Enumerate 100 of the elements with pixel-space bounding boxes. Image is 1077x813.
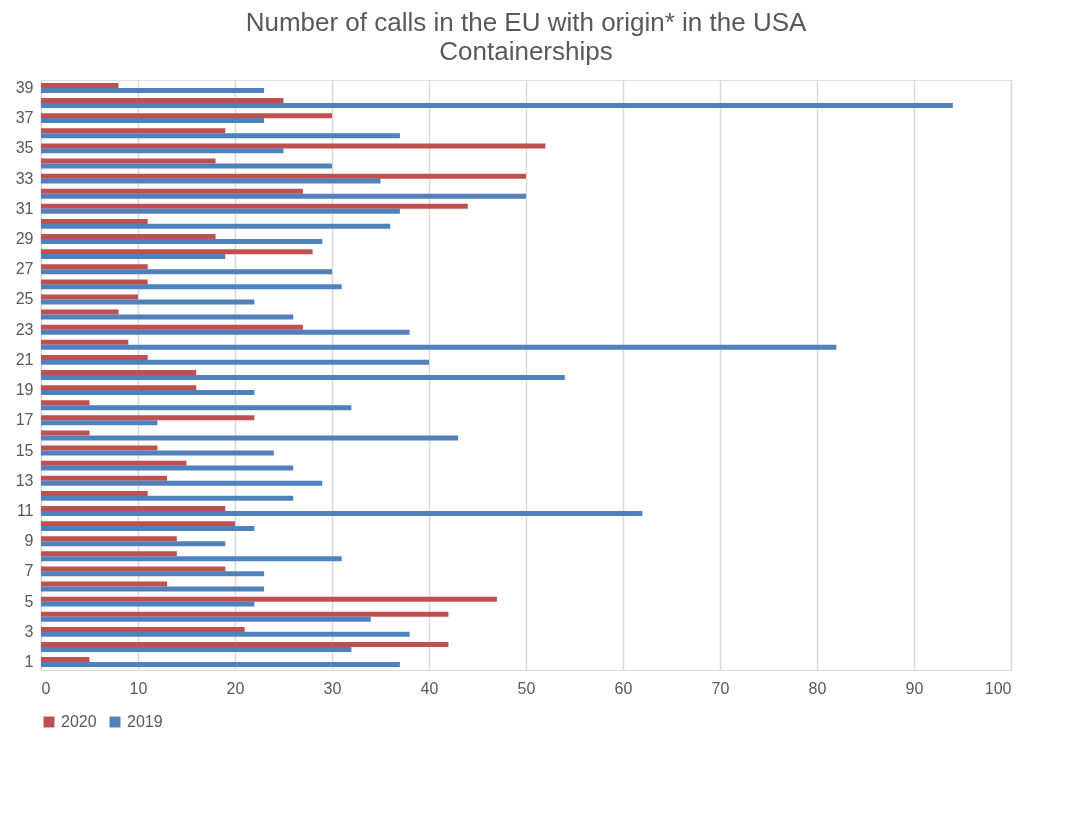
bar (41, 420, 158, 426)
bar (41, 324, 303, 330)
bar (41, 128, 226, 134)
bar (41, 405, 352, 411)
bar (41, 657, 90, 663)
bar (41, 662, 400, 668)
y-tick-label: 23 (15, 320, 34, 338)
bar (41, 299, 255, 305)
bar (41, 339, 129, 345)
bar (41, 148, 284, 154)
x-tick-label: 40 (420, 679, 439, 697)
bar (41, 264, 148, 270)
y-tick-label: 5 (24, 592, 34, 610)
y-tick-label: 3 (24, 622, 34, 640)
bar (41, 249, 313, 255)
bar (41, 571, 265, 577)
bar (41, 143, 546, 149)
bar (41, 269, 332, 275)
y-tick-label: 1 (24, 653, 34, 671)
y-tick-label: 13 (15, 471, 34, 489)
bar (41, 541, 226, 547)
bar (41, 480, 323, 486)
bar (41, 626, 245, 632)
bar (41, 475, 168, 481)
bar (41, 465, 294, 471)
y-tick-label: 7 (24, 562, 34, 580)
y-tick-label: 37 (15, 109, 34, 127)
x-tick-label: 70 (711, 679, 730, 697)
bar (41, 536, 177, 542)
x-tick-label: 10 (129, 679, 148, 697)
y-tick-label: 21 (15, 350, 34, 368)
y-tick-label: 11 (16, 501, 34, 519)
bar (41, 113, 332, 119)
bar (41, 118, 265, 124)
y-tick-label: 19 (15, 381, 34, 399)
bar (41, 284, 342, 290)
bar (41, 460, 187, 466)
y-tick-label: 39 (15, 78, 34, 96)
y-tick-label: 27 (15, 260, 34, 278)
bar (41, 596, 497, 602)
bar (41, 586, 265, 592)
bar (41, 203, 468, 209)
bar (41, 450, 274, 456)
x-tick-label: 50 (517, 679, 536, 697)
bar (41, 218, 148, 224)
bar (41, 223, 391, 229)
bar (41, 359, 429, 365)
x-tick-label: 90 (905, 679, 924, 697)
bar (41, 611, 449, 617)
bar (41, 521, 235, 527)
bar (41, 415, 255, 421)
legend-label: 2019 (127, 713, 163, 730)
x-tick-label: 80 (808, 679, 827, 697)
bar (41, 506, 226, 512)
x-tick-label: 0 (41, 679, 51, 697)
y-tick-label: 31 (15, 199, 34, 217)
bar (41, 510, 643, 516)
bar (41, 616, 371, 622)
x-tick-label: 100 (984, 679, 1012, 697)
bar (41, 87, 265, 93)
y-tick-label: 25 (15, 290, 34, 308)
bar (41, 551, 177, 557)
chart-subtitle: Containerships (439, 36, 613, 67)
bar (41, 208, 400, 214)
bar (41, 601, 255, 607)
legend-label: 2020 (61, 713, 97, 730)
x-tick-label: 20 (226, 679, 245, 697)
y-tick-label: 33 (15, 169, 34, 187)
bar (41, 642, 449, 647)
bar (41, 309, 119, 315)
bar (41, 234, 216, 240)
bar (41, 329, 410, 335)
y-tick-label: 35 (15, 139, 34, 157)
bar (41, 344, 837, 350)
bar (41, 556, 342, 562)
bar (41, 374, 565, 380)
x-tick-label: 60 (614, 679, 633, 697)
y-tick-label: 9 (24, 532, 34, 550)
bar (41, 390, 255, 396)
y-tick-label: 17 (15, 411, 34, 429)
bar (41, 354, 148, 360)
chart-title: Number of calls in the EU with origin* in the USA (245, 7, 807, 38)
bar (41, 314, 294, 320)
bar (41, 82, 119, 88)
y-tick-label: 29 (15, 230, 34, 248)
bar (41, 178, 381, 184)
y-tick-label: 15 (15, 441, 34, 459)
bar (41, 370, 197, 376)
bar (41, 103, 953, 108)
bar (41, 646, 352, 652)
bar (41, 163, 332, 169)
bar (41, 495, 294, 501)
bar (41, 385, 197, 391)
bar (41, 400, 90, 406)
bar (41, 526, 255, 532)
bar (41, 566, 226, 572)
x-tick-label: 30 (323, 679, 342, 697)
bar (41, 435, 459, 441)
bar (41, 490, 148, 496)
bar (41, 188, 303, 194)
